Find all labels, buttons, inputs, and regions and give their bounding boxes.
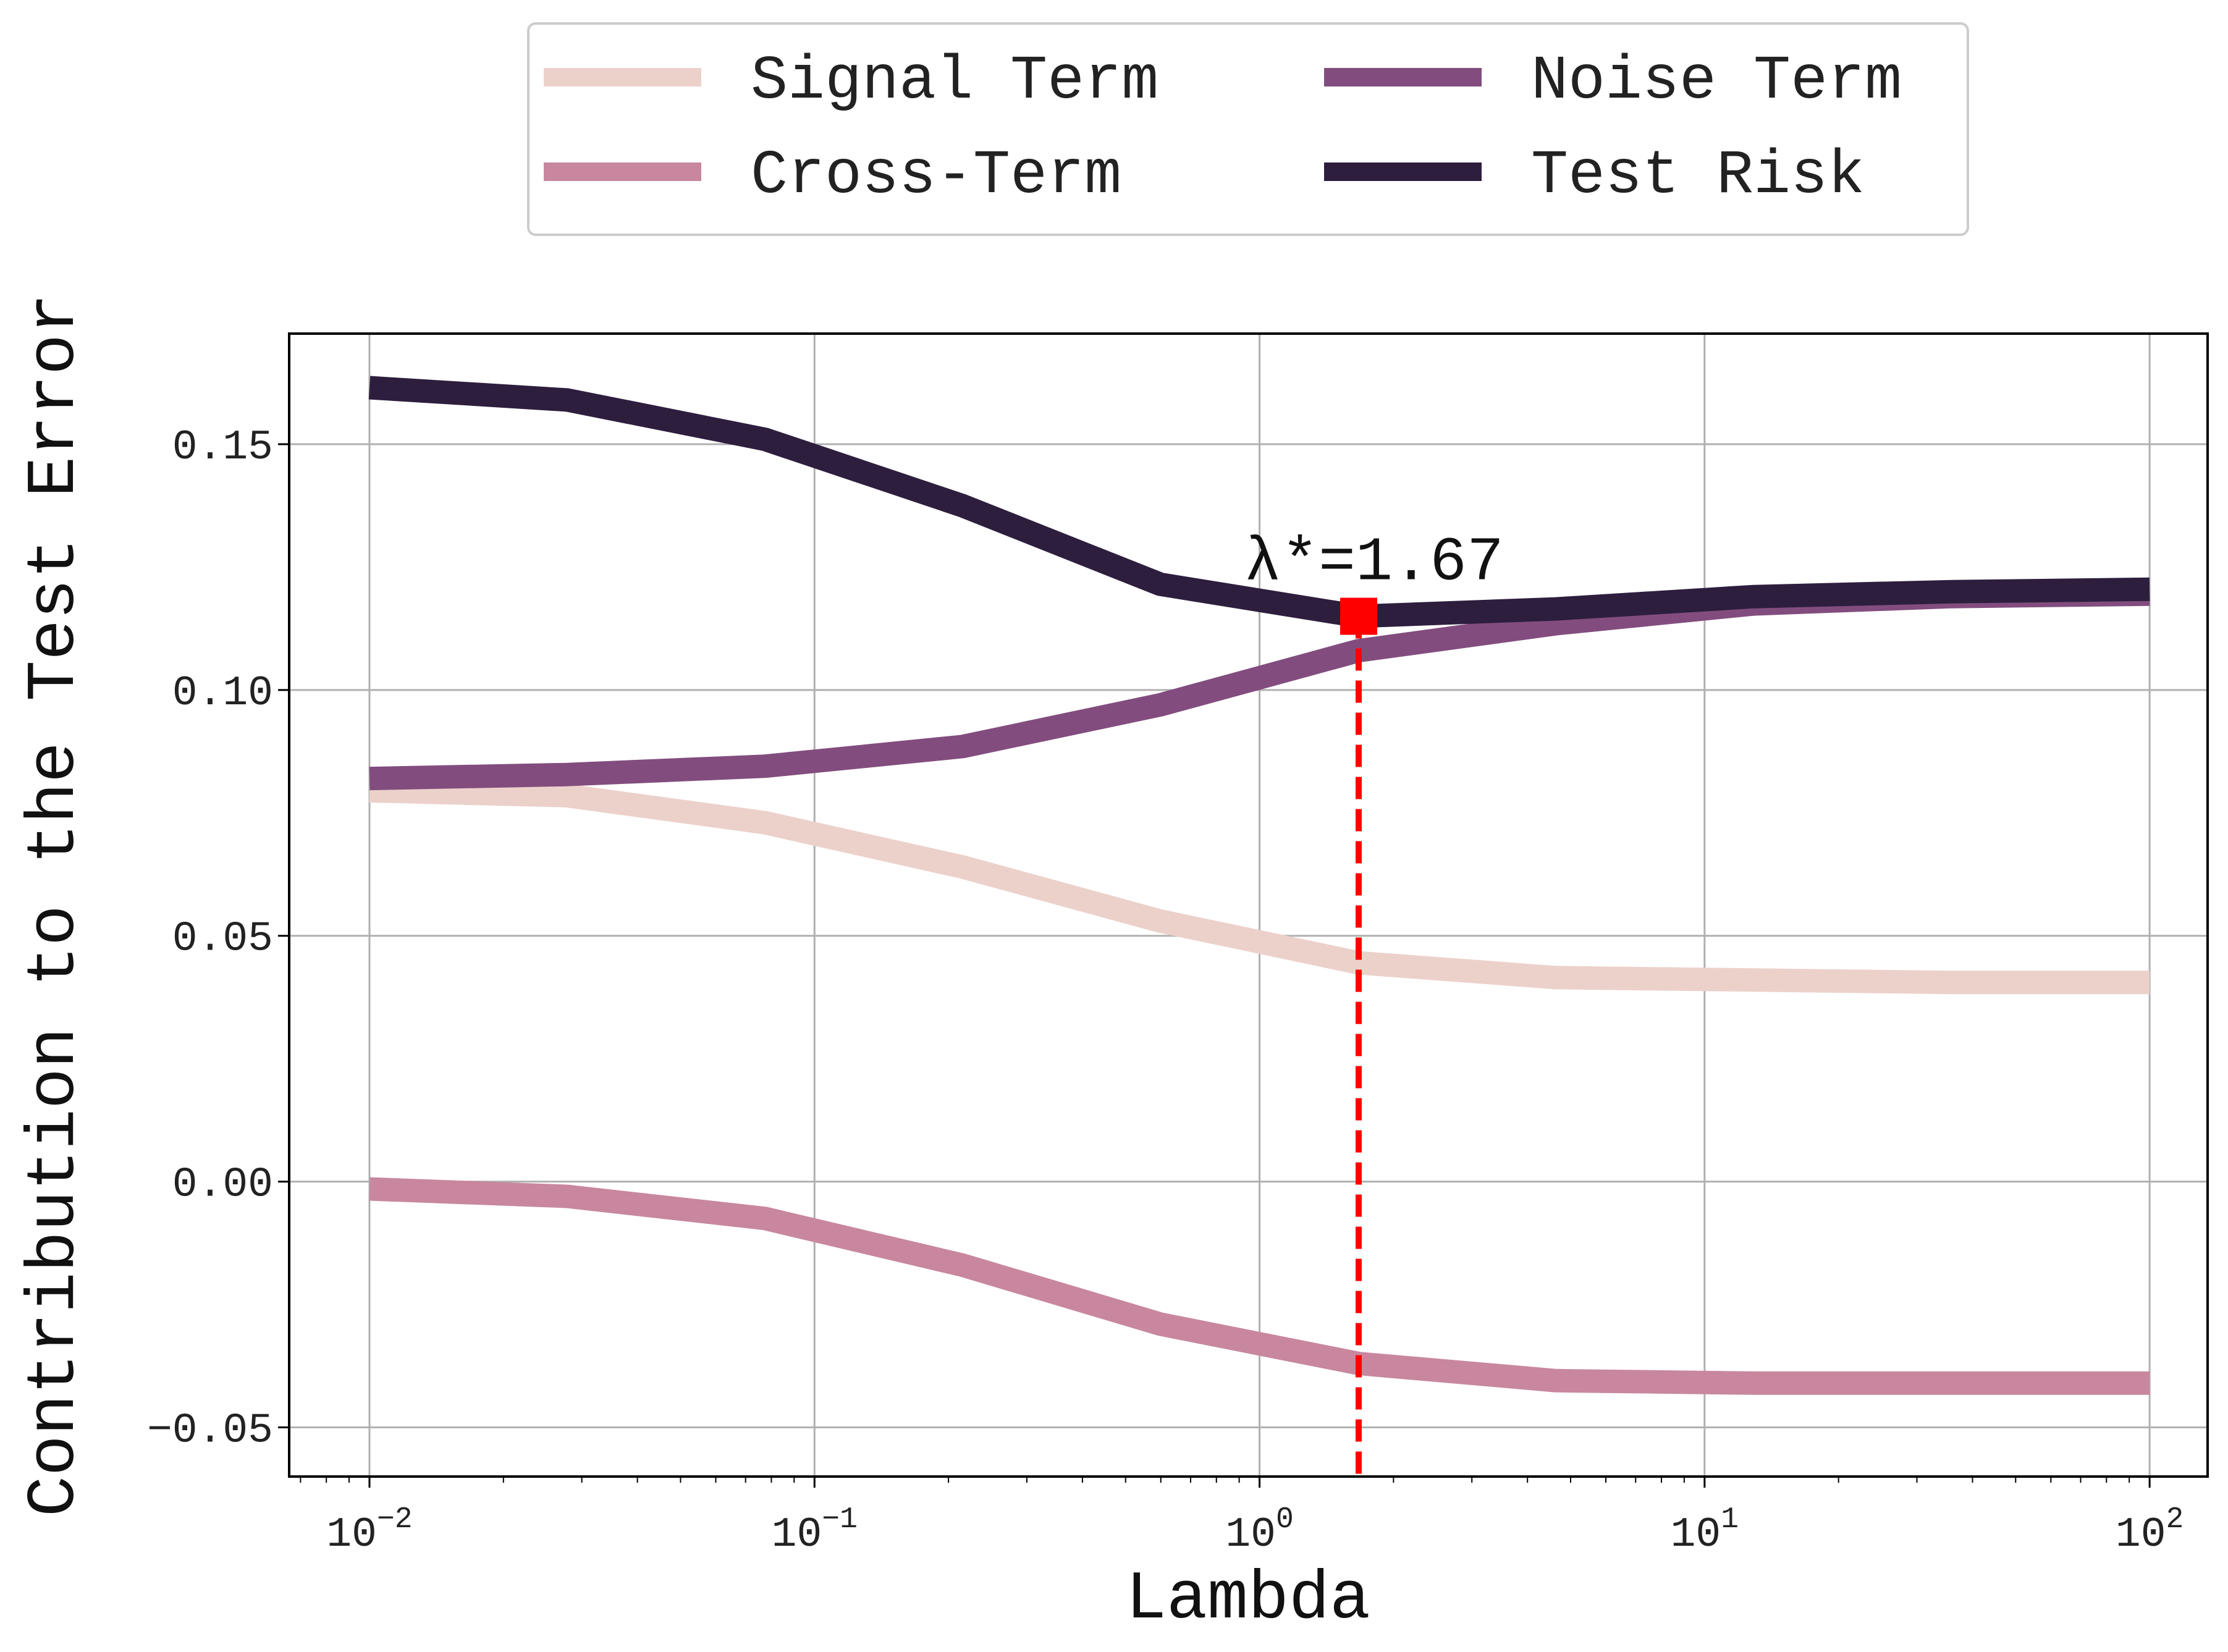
annotation-layer: λ*=1.67 xyxy=(1244,529,1504,1477)
y-tick-labels: 0.15 0.10 0.05 0.00 −0.05 xyxy=(147,424,273,1454)
series-line-test-risk xyxy=(368,376,2150,628)
optimal-lambda-label: λ*=1.67 xyxy=(1244,529,1504,599)
y-tick-label: 0.10 xyxy=(172,670,273,717)
grid-lines xyxy=(289,334,2208,1477)
optimal-lambda-marker xyxy=(1340,597,1377,635)
legend-label-cross-term: Cross-Term xyxy=(751,141,1121,211)
x-axis-title: Lambda xyxy=(1126,1561,1370,1638)
legend: Signal Term Noise Term Cross-Term Test R… xyxy=(527,22,1969,236)
x-tick-labels: 10−2 10−1 100 101 102 xyxy=(326,1503,2184,1559)
y-axis-title: Contribution to the Test Error xyxy=(17,293,94,1517)
legend-frame xyxy=(527,22,1969,236)
major-ticks xyxy=(278,443,2151,1488)
x-tick-label: 10−1 xyxy=(772,1503,858,1559)
series-layer xyxy=(368,376,2150,1395)
y-tick-label: 0.15 xyxy=(172,424,273,471)
x-tick-label: 101 xyxy=(1671,1503,1739,1559)
y-tick-label: 0.00 xyxy=(172,1161,273,1209)
x-tick-label: 10−2 xyxy=(326,1503,412,1559)
plot-frame xyxy=(288,332,2209,1478)
legend-label-signal-term: Signal Term xyxy=(751,47,1158,117)
y-tick-label: 0.05 xyxy=(172,916,273,963)
legend-label-test-risk: Test Risk xyxy=(1531,141,1865,211)
x-tick-label: 100 xyxy=(1225,1503,1293,1559)
legend-label-noise-term: Noise Term xyxy=(1531,47,1902,117)
series-line-signal-term xyxy=(369,779,2150,995)
x-tick-label: 102 xyxy=(2116,1503,2184,1559)
series-line-cross-term xyxy=(369,1177,2150,1395)
y-tick-label: −0.05 xyxy=(147,1407,273,1454)
minor-ticks xyxy=(300,1477,2130,1483)
